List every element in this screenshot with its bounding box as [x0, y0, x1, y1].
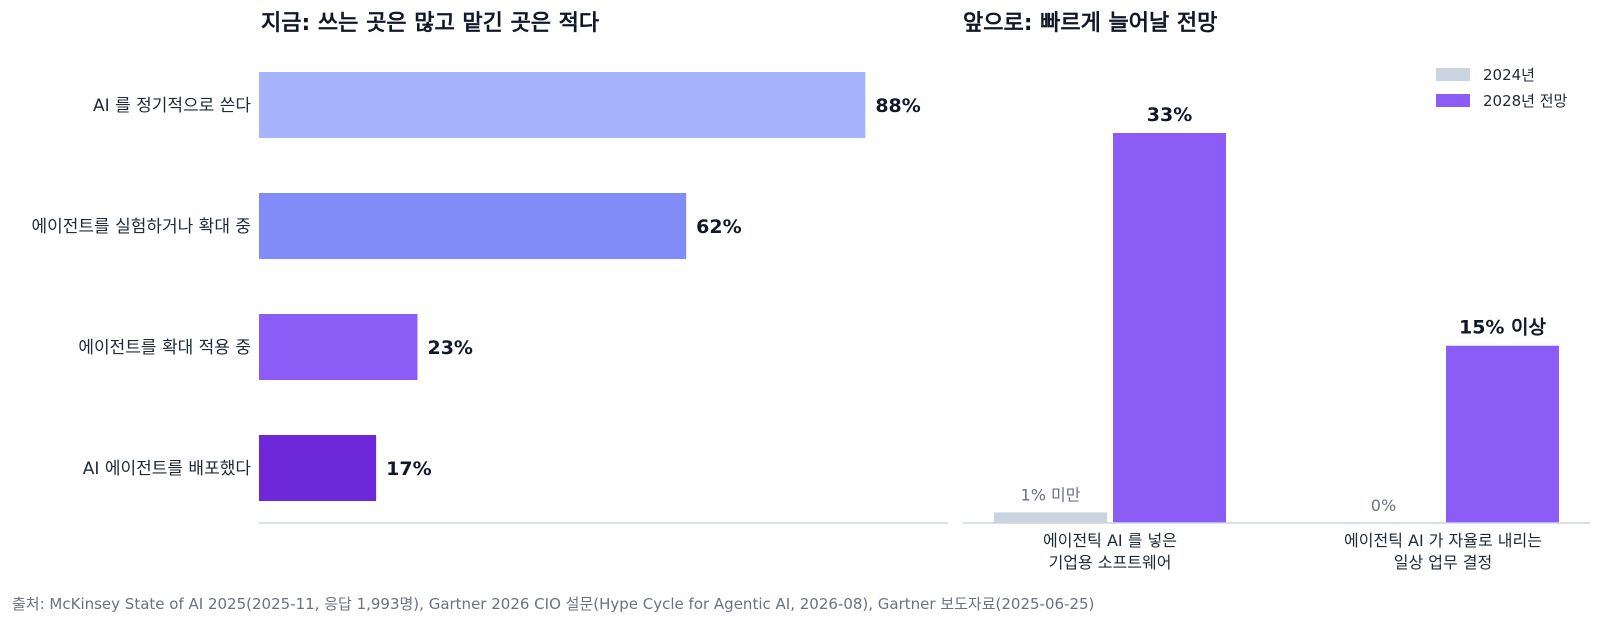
left-category-label-3: 에이전트를 확대 적용 중	[78, 338, 251, 358]
legend: 2024년 2028년 전망	[1436, 66, 1568, 110]
right-category-label-1-line-2: 기업용 소프트웨어	[1049, 553, 1172, 572]
legend-swatch-1	[1436, 68, 1470, 81]
right-bar-g1-s2	[1113, 133, 1226, 523]
left-category-label-1: AI 를 정기적으로 쓴다	[93, 96, 251, 116]
right-value-label-g2-s2: 15% 이상	[1459, 317, 1547, 339]
right-value-label-g2-s1: 0%	[1371, 496, 1396, 515]
left-value-label-2: 62%	[696, 216, 741, 238]
right-category-label-2-line-1: 에이전틱 AI 가 자율로 내리는	[1344, 531, 1542, 550]
right-value-label-g1-s2: 33%	[1147, 104, 1192, 126]
legend-label-1: 2024년	[1483, 66, 1535, 84]
legend-label-2: 2028년 전망	[1483, 92, 1568, 110]
left-chart-title: 지금: 쓰는 곳은 많고 맡긴 곳은 적다	[261, 11, 600, 36]
left-bar-4	[259, 435, 377, 501]
right-value-label-g1-s1: 1% 미만	[1021, 485, 1081, 504]
left-bar-3	[259, 314, 418, 380]
right-chart-title: 앞으로: 빠르게 늘어날 전망	[963, 11, 1217, 36]
source-note: 출처: McKinsey State of AI 2025(2025-11, 응…	[12, 595, 1094, 613]
left-category-label-4: AI 에이전트를 배포했다	[83, 459, 252, 479]
left-bar-2	[259, 193, 687, 259]
right-category-label-1-line-1: 에이전틱 AI 를 넣은	[1043, 531, 1177, 550]
right-bar-g1-s1	[994, 512, 1107, 523]
left-value-label-4: 17%	[386, 458, 431, 480]
left-bar-1	[259, 72, 866, 138]
legend-swatch-2	[1436, 94, 1470, 107]
left-value-label-3: 23%	[427, 337, 472, 359]
left-value-label-1: 88%	[875, 95, 920, 117]
left-category-label-2: 에이전트를 실험하거나 확대 중	[31, 217, 251, 237]
right-category-label-2-line-2: 일상 업무 결정	[1394, 553, 1493, 572]
left-bar-chart: AI 를 정기적으로 쓴다 88% 에이전트를 실험하거나 확대 중 62% 에이전트를…	[31, 72, 921, 501]
right-bar-g2-s2	[1446, 345, 1559, 523]
